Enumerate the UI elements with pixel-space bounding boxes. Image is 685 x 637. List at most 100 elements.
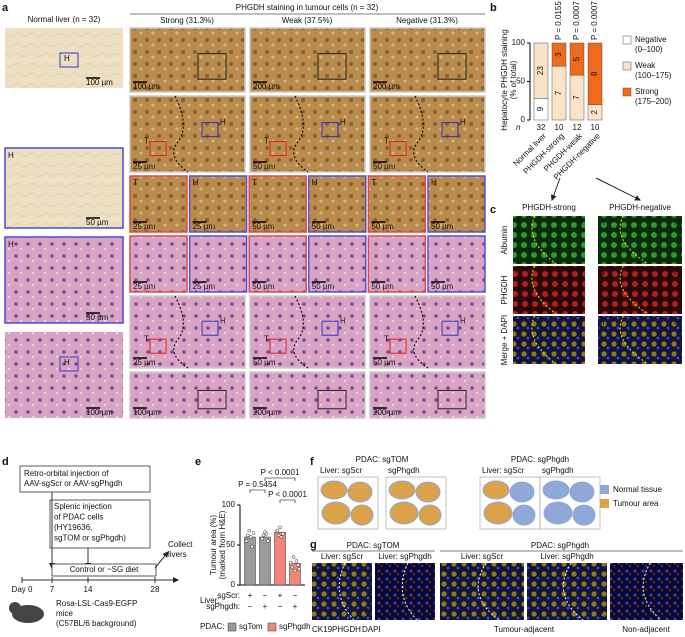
region-marker: T	[601, 218, 606, 227]
box-text: (HY19636,	[54, 523, 92, 532]
region-marker: H	[598, 607, 604, 616]
scale-label: 50 µm	[371, 282, 394, 291]
bar-segment	[533, 42, 549, 99]
liver-label: sgPhgdh	[388, 466, 420, 475]
region-marker: T	[144, 334, 149, 343]
y-axis-label: Hepatocyte PHGDH staining	[500, 29, 509, 130]
tumour-boundary	[413, 95, 429, 173]
scale-label: 100 µm	[133, 82, 160, 91]
count-label: 23	[536, 66, 545, 75]
micrograph	[369, 295, 486, 369]
data-point	[276, 533, 281, 538]
micrograph	[129, 95, 246, 173]
scale-label: 200 µm	[373, 82, 400, 91]
legend-swatch	[622, 61, 632, 71]
region-marker: H	[674, 218, 680, 227]
y-tick-label: 0	[231, 580, 236, 589]
tumour-boundary	[531, 315, 557, 365]
micrograph	[527, 563, 607, 620]
day-label: 14	[84, 585, 93, 594]
panel-label: d	[2, 456, 9, 468]
inset-box	[441, 320, 459, 336]
section-title: PHGDH staining in tumour cells (n = 32)	[236, 3, 379, 12]
count-label: 7	[572, 95, 581, 100]
liver-label: sgPhgdh	[542, 466, 574, 475]
legend-label: sgPhgdh	[279, 622, 311, 631]
p-value: P = 0.0007	[572, 1, 581, 40]
micrograph	[248, 175, 307, 233]
scale-label: 50 µm	[373, 162, 396, 171]
box-text: Control or ~SG diet	[70, 565, 139, 574]
box-text: Collect	[168, 540, 193, 549]
region-marker: H	[8, 240, 14, 249]
box	[49, 499, 151, 549]
data-point	[248, 535, 253, 539]
scale-label: 200 µm	[253, 82, 280, 91]
sign: +	[263, 602, 268, 611]
legend-swatch	[622, 35, 632, 45]
liver-label: Liver: sgScr	[320, 466, 363, 475]
scale-label: 50 µm	[253, 162, 276, 171]
data-point	[275, 528, 279, 533]
sign: −	[248, 602, 253, 611]
tumour-boundary	[531, 265, 557, 315]
scale-label: 200 µm	[253, 408, 280, 417]
scale-label: 50 µm	[86, 218, 109, 227]
region-marker: H	[315, 565, 321, 574]
region-marker: T	[371, 178, 376, 187]
inset-box	[269, 338, 287, 354]
y-axis-label: Tumour area (%)	[209, 515, 218, 576]
scale-label: 50 µm	[86, 313, 109, 322]
scale-label: 50 µm	[312, 282, 335, 291]
micrograph	[249, 295, 366, 369]
y-tick-label: 0	[521, 115, 526, 124]
legend-swatch	[622, 87, 632, 97]
liver-lobe	[543, 501, 573, 525]
micrograph	[440, 563, 524, 620]
n-label: 10	[555, 123, 564, 132]
column-title: PHGDH-negative	[609, 203, 671, 212]
box-text: livers	[168, 550, 187, 559]
box-text: sgTOM or sgPhgdh)	[54, 534, 126, 543]
liver-lobe	[320, 480, 348, 500]
p-value: P < 0.0001	[268, 490, 307, 499]
region-marker: H	[577, 218, 583, 227]
region-marker: H	[577, 268, 583, 277]
region-marker: T	[384, 334, 389, 343]
arrow	[550, 177, 561, 201]
panel-label: c	[490, 204, 496, 216]
region-marker: H	[64, 54, 70, 63]
sign: −	[293, 591, 298, 600]
data-point	[266, 539, 270, 543]
tumour-boundary	[619, 315, 649, 365]
liver-lobe	[572, 504, 596, 526]
scale-label: 25 µm	[193, 222, 216, 231]
region-marker: H	[312, 178, 318, 187]
scale-label: 50 µm	[431, 282, 454, 291]
scale-label: 100 µm	[133, 408, 160, 417]
day-label: 7	[50, 585, 55, 594]
bar-segment	[569, 42, 585, 76]
box-text: Splenic injection	[54, 502, 112, 511]
legend-title: PDAC:	[200, 622, 224, 631]
region-marker: H	[220, 316, 226, 325]
count-label: 8	[590, 71, 599, 76]
scale-label: 100 µm	[86, 78, 113, 87]
stain-label: PHGDH	[332, 625, 361, 634]
bar-segment	[551, 42, 567, 67]
y-tick-label: 50	[226, 540, 235, 549]
y-tick-label: 100	[222, 500, 236, 509]
row-label: Albumin	[500, 226, 509, 255]
liver-lobe	[388, 480, 416, 500]
liver-lobe	[415, 481, 441, 503]
region-marker: H	[674, 318, 680, 327]
data-point	[291, 555, 296, 559]
caption: Tumour-adjacent	[494, 625, 555, 634]
inset-box	[437, 53, 467, 80]
legend-label: (100–175)	[635, 71, 672, 80]
inset-box	[201, 122, 219, 138]
micrograph	[4, 236, 124, 324]
bar	[289, 563, 301, 586]
day-label: 28	[151, 585, 160, 594]
